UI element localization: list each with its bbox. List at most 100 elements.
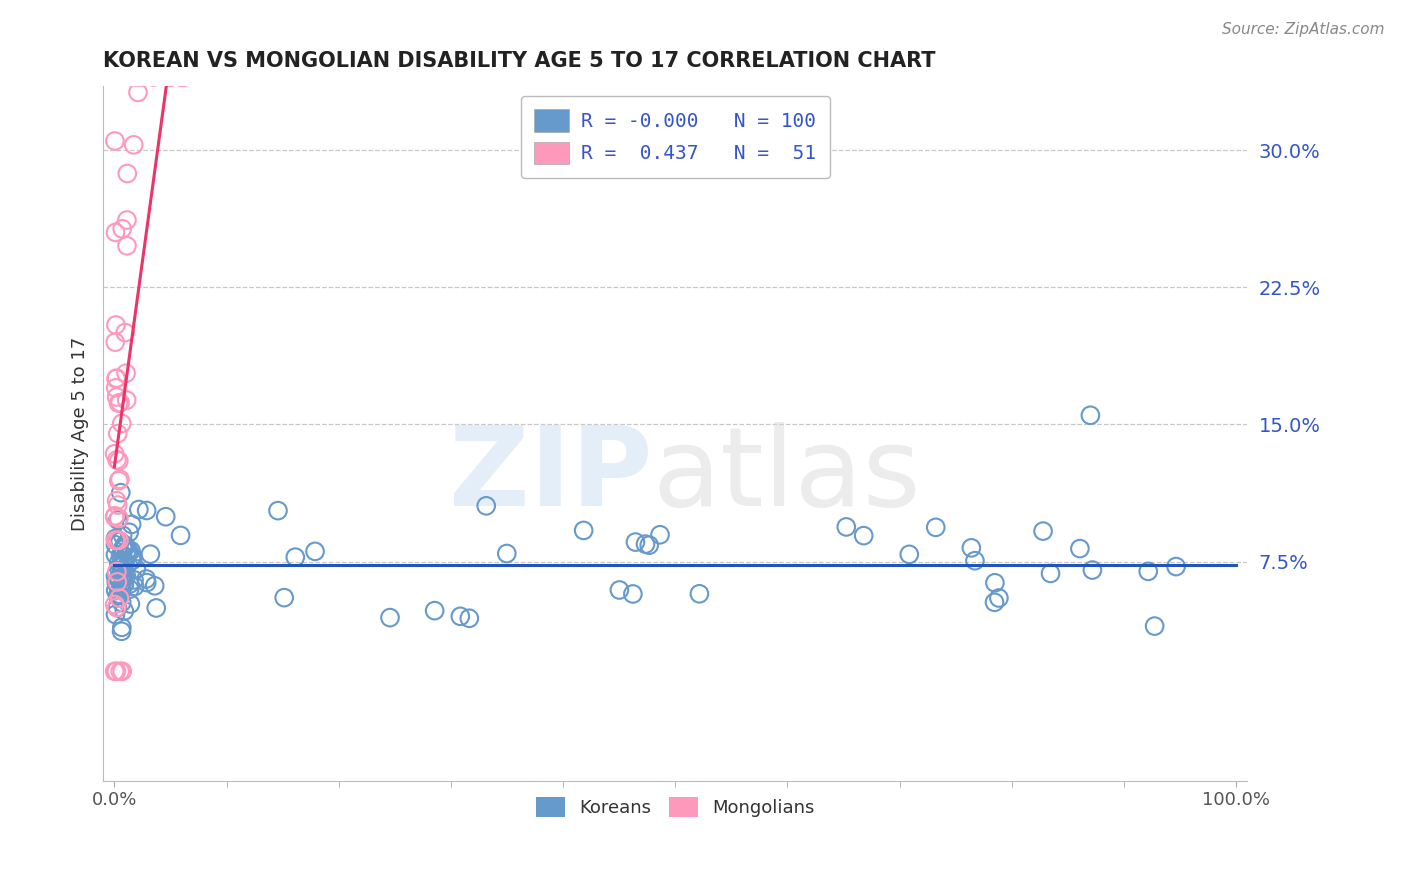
Koreans [609,582,631,597]
Koreans [118,525,141,540]
Koreans [572,524,595,538]
Koreans [378,610,401,624]
Koreans [925,520,948,534]
Koreans [111,528,134,542]
Koreans [273,591,295,605]
Koreans [104,569,127,583]
Koreans [835,520,858,534]
Mongolians [129,70,152,84]
Mongolians [105,665,128,679]
Koreans [120,550,142,565]
Koreans [1080,409,1102,423]
Mongolians [104,510,127,524]
Koreans [139,547,162,561]
Text: Source: ZipAtlas.com: Source: ZipAtlas.com [1222,22,1385,37]
Mongolians [104,665,127,679]
Mongolians [103,447,125,461]
Mongolians [104,335,127,350]
Mongolians [108,665,131,679]
Mongolians [108,395,131,409]
Mongolians [127,86,149,100]
Koreans [114,539,136,553]
Koreans [898,547,921,561]
Koreans [107,513,129,527]
Koreans [122,573,145,587]
Mongolians [108,454,131,468]
Koreans [963,554,986,568]
Mongolians [125,70,148,84]
Koreans [110,624,132,639]
Koreans [135,572,157,586]
Koreans [104,532,127,546]
Mongolians [108,472,131,486]
Koreans [1032,524,1054,538]
Koreans [112,541,135,556]
Mongolians [104,134,127,148]
Koreans [984,575,1007,590]
Koreans [475,499,498,513]
Koreans [112,569,135,583]
Mongolians [115,213,138,227]
Koreans [634,537,657,551]
Koreans [107,589,129,603]
Koreans [135,575,157,590]
Koreans [105,575,128,590]
Koreans [111,541,134,556]
Koreans [115,544,138,558]
Koreans [111,620,134,634]
Koreans [125,562,148,576]
Koreans [155,509,177,524]
Koreans [112,604,135,618]
Mongolians [107,474,129,488]
Koreans [621,587,644,601]
Koreans [104,583,127,598]
Koreans [1081,563,1104,577]
Koreans [121,517,143,532]
Koreans [111,563,134,577]
Koreans [111,595,134,609]
Mongolians [105,574,128,589]
Text: atlas: atlas [652,422,921,529]
Koreans [108,534,131,549]
Mongolians [105,533,128,548]
Mongolians [105,600,128,615]
Koreans [143,579,166,593]
Koreans [121,553,143,567]
Koreans [110,485,132,500]
Koreans [458,611,481,625]
Mongolians [117,167,139,181]
Koreans [960,541,983,555]
Text: KOREAN VS MONGOLIAN DISABILITY AGE 5 TO 17 CORRELATION CHART: KOREAN VS MONGOLIAN DISABILITY AGE 5 TO … [103,51,935,70]
Mongolians [172,70,194,84]
Koreans [1164,559,1187,574]
Mongolians [107,426,129,441]
Mongolians [111,417,134,431]
Mongolians [107,498,129,512]
Mongolians [115,239,138,253]
Mongolians [160,70,183,84]
Mongolians [108,533,131,548]
Mongolians [104,226,127,240]
Mongolians [111,221,134,235]
Koreans [120,543,142,558]
Mongolians [104,533,127,548]
Koreans [112,554,135,568]
Mongolians [107,396,129,410]
Mongolians [115,393,138,408]
Koreans [111,570,134,584]
Koreans [648,528,671,542]
Mongolians [122,137,145,152]
Koreans [495,547,517,561]
Koreans [112,562,135,576]
Koreans [284,550,307,565]
Text: ZIP: ZIP [449,422,652,529]
Koreans [688,587,710,601]
Koreans [135,503,157,517]
Koreans [104,607,127,622]
Koreans [104,548,127,562]
Koreans [624,535,647,549]
Koreans [852,528,875,542]
Koreans [1069,541,1091,556]
Mongolians [104,598,127,612]
Koreans [110,548,132,562]
